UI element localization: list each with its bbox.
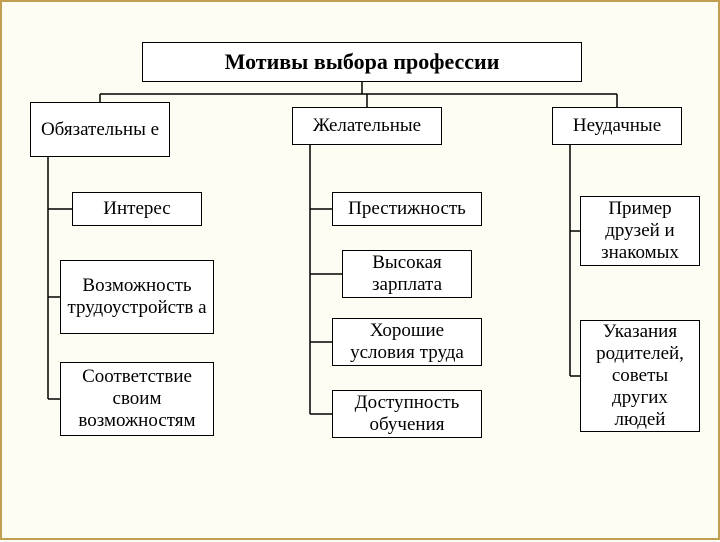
col0-item1-label: Возможность трудоустройств а [67,275,207,319]
col1-item0-label: Престижность [348,198,466,220]
col1-header-label: Желательные [313,115,421,137]
col0-item2-label: Соответствие своим возможностям [67,366,207,432]
root-label: Мотивы выбора профессии [225,49,500,74]
col1-item3: Доступность обучения [332,390,482,438]
col2-item1: Указания родителей, советы других людей [580,320,700,432]
col2-header: Неудачные [552,107,682,145]
col0-item2: Соответствие своим возможностям [60,362,214,436]
col0-header-label: Обязательны е [41,119,159,141]
col2-item1-label: Указания родителей, советы других людей [587,321,693,430]
col1-item2-label: Хорошие условия труда [339,320,475,364]
col2-item0-label: Пример друзей и знакомых [587,198,693,264]
col2-item0: Пример друзей и знакомых [580,196,700,266]
col1-header: Желательные [292,107,442,145]
col1-item2: Хорошие условия труда [332,318,482,366]
col1-item1-label: Высокая зарплата [349,252,465,296]
col1-item1: Высокая зарплата [342,250,472,298]
col2-header-label: Неудачные [573,115,661,137]
col1-item3-label: Доступность обучения [339,392,475,436]
col1-item0: Престижность [332,192,482,226]
root-node: Мотивы выбора профессии [142,42,582,82]
col0-item1: Возможность трудоустройств а [60,260,214,334]
col0-header: Обязательны е [30,102,170,157]
col0-item0-label: Интерес [103,198,170,220]
col0-item0: Интерес [72,192,202,226]
